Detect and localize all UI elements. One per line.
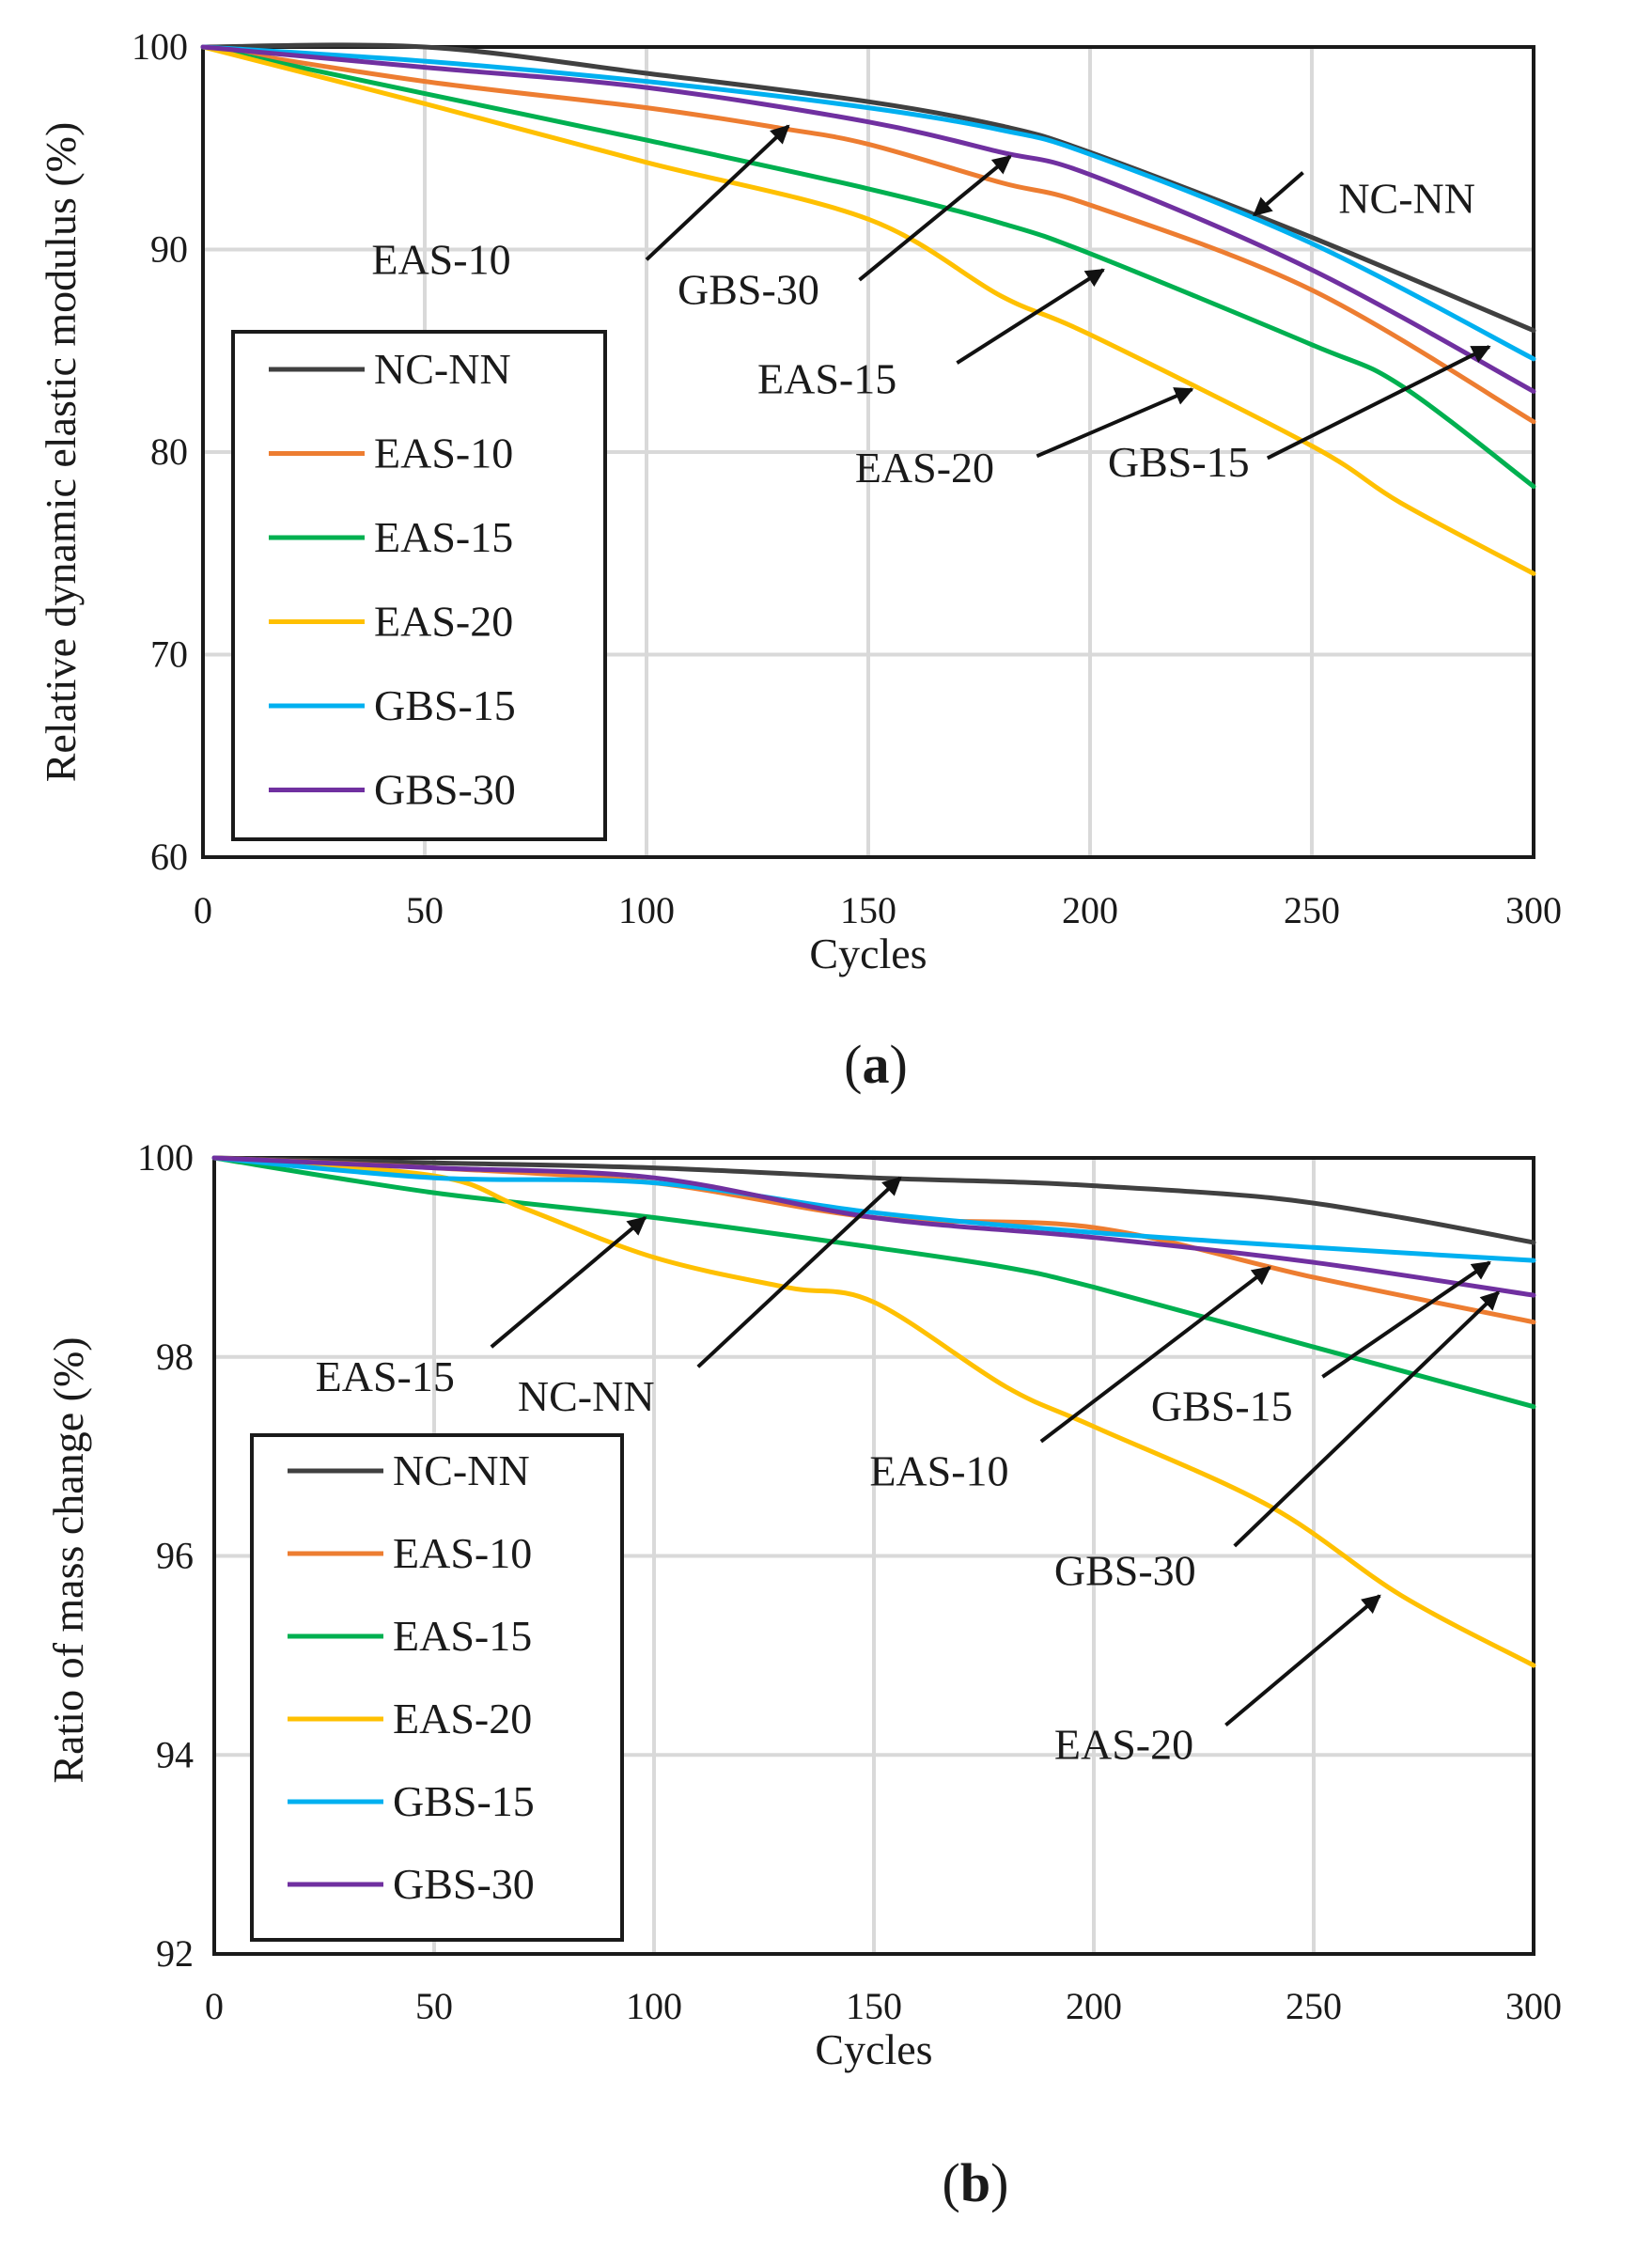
chart-a-x-axis-title: Cycles	[809, 930, 927, 977]
chart-b-y-ticks: 92 94 96 98 100	[137, 1136, 194, 1975]
chart-a-panel-label: (a)	[844, 1034, 908, 1095]
chart-a-x-tick-label: 150	[840, 889, 896, 931]
chart-b-x-tick-label: 300	[1505, 1985, 1562, 2027]
chart-a-y-tick-label: 100	[132, 25, 188, 68]
chart-a-y-axis-title: Relative dynamic elastic modulus (%)	[37, 122, 85, 783]
chart-b-series	[211, 1155, 1536, 1668]
chart-b-panel-letter: b	[960, 2152, 990, 2213]
chart-b-legend-label-eas-20: EAS-20	[393, 1695, 532, 1742]
chart-b-series-nc-nn	[211, 1155, 1536, 1245]
chart-a-annotation-arrow-gbs-15	[1266, 345, 1491, 461]
chart-a-annotation-label-eas-15: EAS-15	[757, 354, 896, 402]
chart-b-plot-frame	[212, 1156, 1535, 1956]
chart-a-legend-label-eas-20: EAS-20	[374, 598, 513, 646]
chart-b-series-gbs-15	[211, 1155, 1536, 1263]
chart-a-annotation-arrow-eas-10	[645, 124, 790, 261]
chart-a-x-tick-label: 300	[1505, 889, 1562, 931]
chart-a: 0 50 100 150 200 250 300 60 70 80 90 100 NC-NN EAS-…	[37, 25, 1562, 1095]
chart-a-legend-label-eas-10: EAS-10	[374, 430, 513, 477]
chart-b-legend-label-gbs-30: GBS-30	[393, 1860, 535, 1908]
chart-a-x-tick-label: 100	[618, 889, 675, 931]
chart-b-x-tick-label: 0	[205, 1985, 224, 2027]
chart-a-annotation-arrow-nc-nn	[1253, 171, 1304, 217]
chart-a-series-eas-10	[200, 44, 1536, 425]
chart-a-legend-label-gbs-15: GBS-15	[374, 681, 516, 729]
chart-b-legend-label-nc-nn: NC-NN	[393, 1446, 530, 1494]
chart-a-annotation-arrow-eas-20	[1036, 387, 1194, 459]
chart-b-legend: NC-NN EAS-10 EAS-15 EAS-20 GBS-15 GBS-30	[250, 1433, 624, 1942]
chart-a-annotation-label-eas-10: EAS-10	[371, 235, 510, 283]
chart-a-annotation-label-gbs-15: GBS-15	[1108, 438, 1250, 486]
chart-a-y-tick-label: 60	[150, 836, 188, 878]
chart-b-annotation-label-eas-10: EAS-10	[869, 1447, 1008, 1495]
chart-b-x-tick-label: 50	[415, 1985, 453, 2027]
chart-b-legend-box	[250, 1433, 624, 1942]
chart-b-annotation-label-nc-nn: NC-NN	[518, 1372, 655, 1420]
chart-b-annotation-arrow-gbs-15	[1321, 1260, 1491, 1379]
chart-a-y-tick-label: 80	[150, 430, 188, 473]
chart-b-legend-label-eas-10: EAS-10	[393, 1529, 532, 1577]
chart-b-annotation-label-eas-15: EAS-15	[316, 1352, 455, 1400]
chart-b-series-gbs-30	[211, 1155, 1536, 1298]
chart-a-series-gbs-30	[200, 44, 1536, 394]
chart-a-series	[200, 42, 1536, 576]
chart-b-y-tick-label: 100	[137, 1136, 194, 1179]
chart-b-x-axis-title: Cycles	[815, 2025, 932, 2073]
chart-b-annotation-arrow-nc-nn	[696, 1176, 902, 1368]
chart-b-y-tick-label: 94	[156, 1733, 194, 1775]
chart-a-annotations: NC-NN EAS-10 GBS-30 EAS-15 EAS-20 GBS-15	[371, 124, 1491, 492]
chart-a-y-ticks: 60 70 80 90 100	[132, 25, 188, 878]
chart-a-annotation-label-eas-20: EAS-20	[855, 444, 994, 492]
chart-b-panel-label: (b)	[943, 2152, 1009, 2213]
chart-b-legend-label-gbs-15: GBS-15	[393, 1777, 535, 1825]
chart-b-x-ticks: 0 50 100 150 200 250 300	[205, 1985, 1562, 2027]
chart-a-annotation-label-gbs-30: GBS-30	[678, 266, 819, 314]
chart-a-series-eas-20	[200, 44, 1536, 576]
chart-b-x-tick-label: 100	[626, 1985, 682, 2027]
chart-a-series-eas-15	[200, 44, 1536, 490]
chart-a-x-tick-label: 50	[406, 889, 444, 931]
chart-b-y-tick-label: 98	[156, 1336, 194, 1378]
chart-b-y-axis-title: Ratio of mass change (%)	[44, 1336, 92, 1783]
chart-a-legend-box	[231, 330, 607, 841]
chart-a-x-ticks: 0 50 100 150 200 250 300	[194, 889, 1562, 931]
chart-a-x-tick-label: 250	[1284, 889, 1340, 931]
chart-a-annotation-label-nc-nn: NC-NN	[1338, 175, 1475, 223]
chart-a-plot-frame	[201, 45, 1535, 859]
chart-b-annotation-label-eas-20: EAS-20	[1054, 1721, 1193, 1769]
chart-b-annotation-arrow-gbs-30	[1233, 1290, 1501, 1548]
chart-a-x-tick-label: 200	[1062, 889, 1118, 931]
chart-b-annotation-arrow-eas-10	[1039, 1265, 1271, 1444]
chart-b-x-tick-label: 250	[1286, 1985, 1342, 2027]
chart-a-legend-label-eas-15: EAS-15	[374, 513, 513, 561]
chart-a-y-tick-label: 90	[150, 228, 188, 271]
chart-b-x-tick-label: 200	[1066, 1985, 1122, 2027]
chart-b-annotations: EAS-15 NC-NN EAS-10 GBS-15 GBS-30 EAS-20	[316, 1176, 1501, 1769]
chart-a-x-tick-label: 0	[194, 889, 212, 931]
chart-a-series-gbs-15	[200, 44, 1536, 362]
chart-b-annotation-arrow-eas-15	[490, 1215, 647, 1349]
chart-a-panel-letter: a	[863, 1034, 890, 1095]
chart-b-annotation-arrow-eas-20	[1224, 1594, 1381, 1727]
chart-b-y-tick-label: 96	[156, 1535, 194, 1577]
chart-b-x-tick-label: 150	[846, 1985, 902, 2027]
chart-a-legend-label-gbs-30: GBS-30	[374, 766, 516, 814]
chart-b-y-tick-label: 92	[156, 1932, 194, 1975]
chart-a-legend: NC-NN EAS-10 EAS-15 EAS-20 GBS-15 GBS-30	[231, 330, 607, 841]
chart-b-series-eas-20	[211, 1155, 1536, 1668]
chart-a-y-tick-label: 70	[150, 633, 188, 676]
chart-b-annotation-label-gbs-30: GBS-30	[1054, 1546, 1196, 1594]
chart-a-annotation-arrow-gbs-30	[858, 154, 1012, 282]
chart-a-legend-label-nc-nn: NC-NN	[374, 345, 511, 393]
chart-b-legend-label-eas-15: EAS-15	[393, 1612, 532, 1660]
chart-a-annotation-arrow-eas-15	[956, 268, 1105, 365]
chart-b-series-eas-15	[211, 1155, 1536, 1410]
chart-a-series-nc-nn	[200, 42, 1536, 334]
chart-b-annotation-label-gbs-15: GBS-15	[1151, 1383, 1293, 1430]
